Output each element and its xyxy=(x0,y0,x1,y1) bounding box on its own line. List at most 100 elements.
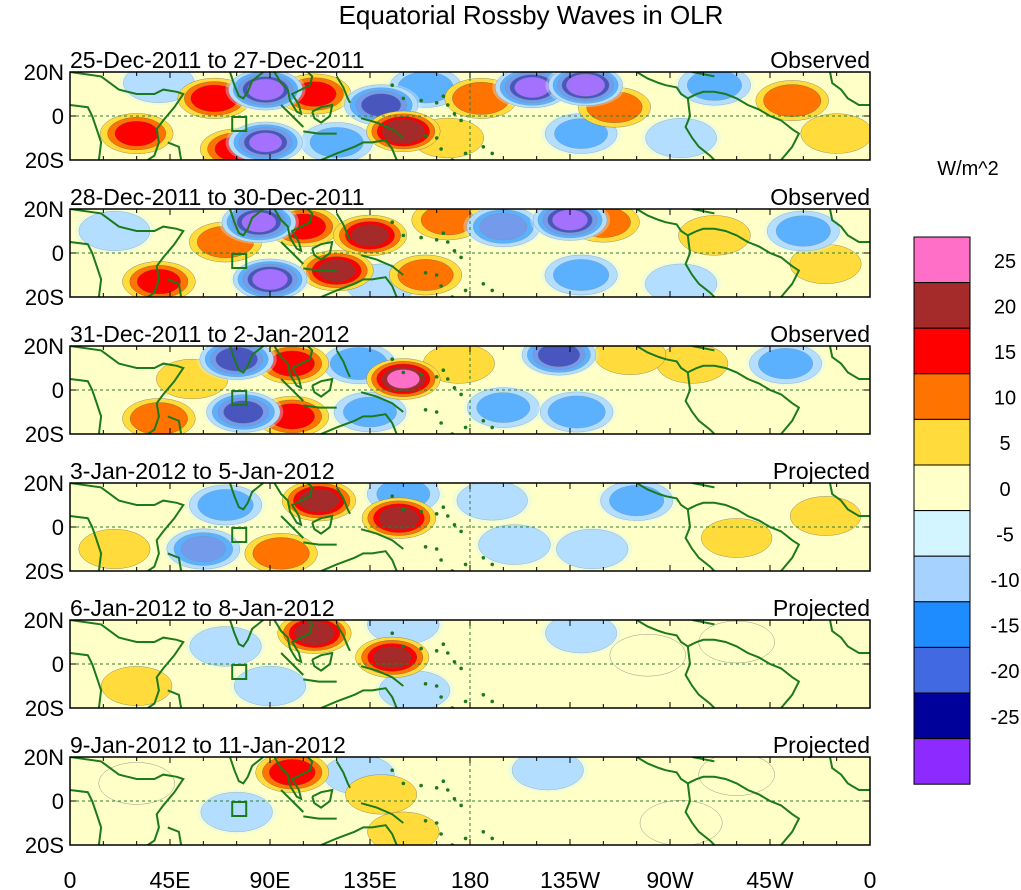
anomaly-cell xyxy=(609,633,687,677)
colorbar-swatch xyxy=(913,510,971,557)
region-box xyxy=(231,116,248,132)
anomaly-cell xyxy=(789,496,862,536)
colorbar-swatch xyxy=(913,418,971,466)
lat-tick-label: 0 xyxy=(52,241,64,266)
coastlines xyxy=(70,346,870,434)
lon-tick-label: 135W xyxy=(540,867,600,890)
anomaly-cell xyxy=(641,116,722,160)
x-axis: 0 45E 90E 135E 180 135W 90W 45W 0 xyxy=(64,867,877,890)
panel-period: 25-Dec-2011 to 27-Dec-2011 xyxy=(70,47,365,73)
panels: 20N 0 20S 25-Dec-2011 to 27-Dec-2011 Observe… xyxy=(24,47,871,858)
anomaly-cell xyxy=(639,800,723,845)
colorbar-level-label: 5 xyxy=(999,433,1010,455)
coastlines xyxy=(70,620,870,708)
lon-tick-label: 180 xyxy=(451,867,489,890)
anomaly-cell xyxy=(452,483,533,523)
panel-kind: Projected xyxy=(773,458,870,484)
colorbar-level-label: -15 xyxy=(991,616,1020,638)
colorbar: W/m^2 25 20 15 10 5 0 -5 -10 -15 -20 -25 xyxy=(913,158,1020,785)
panel: 20N 0 20S 9-Jan-2012 to 11-Jan-2012 Projecte… xyxy=(24,732,871,858)
lat-tick-label: 20S xyxy=(25,559,64,584)
lat-tick-label: 20N xyxy=(24,197,64,222)
lat-tick-label: 0 xyxy=(52,104,64,129)
colorbar-swatch xyxy=(913,555,971,603)
lat-tick-label: 20S xyxy=(25,422,64,447)
anomaly-cell xyxy=(541,620,622,656)
anomaly-cell xyxy=(745,346,826,386)
lon-tick-label: 0 xyxy=(64,867,77,890)
anomaly-cell xyxy=(185,483,266,527)
panel-period: 31-Dec-2011 to 2-Jan-2012 xyxy=(70,321,350,347)
anomaly-cell xyxy=(698,757,775,796)
lon-tick-label: 0 xyxy=(864,867,877,890)
lat-tick-label: 0 xyxy=(52,789,64,814)
panel-kind: Projected xyxy=(773,732,870,758)
anomaly-cell xyxy=(230,664,310,708)
colorbar-level-label: 20 xyxy=(994,296,1016,318)
colorbar-level-label: -10 xyxy=(991,570,1020,592)
panel-kind: Projected xyxy=(773,595,870,621)
anomaly-cell xyxy=(701,518,773,558)
anomaly-cell xyxy=(698,620,775,664)
anomaly-cell xyxy=(474,522,555,567)
anomaly-cell xyxy=(74,209,155,253)
lon-tick-label: 90E xyxy=(250,867,291,890)
anomaly-cell xyxy=(530,209,610,242)
colorbar-swatch xyxy=(913,601,971,648)
lat-tick-label: 20S xyxy=(25,696,64,721)
anomaly-cell xyxy=(203,390,284,434)
panel-period: 3-Jan-2012 to 5-Jan-2012 xyxy=(70,458,335,484)
lat-tick-label: 20S xyxy=(25,833,64,858)
panel: 20N 0 20S 28-Dec-2011 to 30-Dec-2011 Observe… xyxy=(24,184,871,310)
anomaly-cell xyxy=(755,80,829,122)
colorbar-level-label: -20 xyxy=(991,661,1020,683)
anomaly-cell xyxy=(389,254,463,296)
colorbar-swatch xyxy=(913,692,971,740)
lat-tick-label: 0 xyxy=(52,515,64,540)
panel: 20N 0 20S 25-Dec-2011 to 27-Dec-2011 Observe… xyxy=(24,47,871,173)
panel-kind: Observed xyxy=(770,184,870,210)
anomaly-cell xyxy=(99,113,174,155)
panel: 20N 0 20S 31-Dec-2011 to 2-Jan-2012 Observed xyxy=(24,321,871,447)
colorbar-swatch xyxy=(913,738,971,785)
colorbar-level-label: -25 xyxy=(991,707,1020,729)
lat-tick-label: 20N xyxy=(24,471,64,496)
colorbar-swatch xyxy=(913,373,971,420)
lat-tick-label: 20N xyxy=(24,60,64,85)
panel-period: 28-Dec-2011 to 30-Dec-2011 xyxy=(70,184,365,210)
panel-kind: Observed xyxy=(770,47,870,73)
anomaly-cell xyxy=(641,261,722,297)
panel: 20N 0 20S 3-Jan-2012 to 5-Jan-2012 Projected xyxy=(24,458,871,584)
lon-tick-label: 45E xyxy=(150,867,191,890)
coastlines xyxy=(70,757,870,845)
anomaly-cell xyxy=(366,358,441,400)
lon-tick-label: 45W xyxy=(746,867,794,890)
lat-tick-label: 0 xyxy=(52,378,64,403)
anomaly-cell xyxy=(674,72,755,108)
colorbar-swatch xyxy=(913,464,971,512)
region-box xyxy=(231,253,248,269)
anomaly-cell xyxy=(345,774,418,815)
anomaly-cell xyxy=(367,811,440,845)
colorbar-units-label: W/m^2 xyxy=(937,158,999,180)
panel-kind: Observed xyxy=(770,321,870,347)
anomaly-cell xyxy=(244,533,318,571)
lon-tick-label: 90W xyxy=(646,867,694,890)
anomaly-cell xyxy=(255,757,330,793)
anomaly-cell xyxy=(332,214,408,257)
colorbar-level-label: 15 xyxy=(994,342,1016,364)
anomaly-cell xyxy=(78,528,151,570)
panel-period: 9-Jan-2012 to 11-Jan-2012 xyxy=(70,732,346,758)
anomaly-cell xyxy=(552,527,633,571)
lat-tick-label: 20S xyxy=(25,285,64,310)
anomaly-cell xyxy=(545,72,626,108)
anomaly-cell xyxy=(463,385,544,430)
anomaly-cell xyxy=(230,257,310,297)
lon-tick-label: 135E xyxy=(343,867,397,890)
region-box xyxy=(231,527,248,543)
panel-period: 6-Jan-2012 to 8-Jan-2012 xyxy=(70,595,335,621)
anomaly-cell xyxy=(185,624,266,669)
anomaly-cell xyxy=(355,636,430,679)
lat-tick-label: 20S xyxy=(25,148,64,173)
